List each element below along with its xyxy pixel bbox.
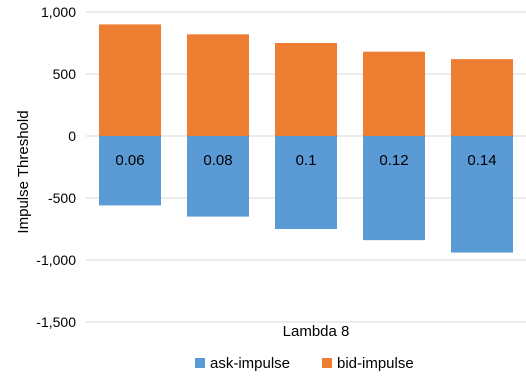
bar-bid-impulse-0.12 bbox=[363, 51, 425, 136]
y-tick-label: -1,000 bbox=[36, 252, 76, 268]
bar-bid-impulse-0.1 bbox=[275, 43, 337, 136]
bar-ask-impulse-0.14 bbox=[451, 136, 513, 253]
bar-ask-impulse-0.08 bbox=[187, 136, 249, 217]
y-tick-label: 500 bbox=[53, 66, 77, 82]
y-tick-label: -500 bbox=[48, 190, 76, 206]
bar-ask-impulse-0.06 bbox=[99, 136, 161, 206]
bar-ask-impulse-0.1 bbox=[275, 136, 337, 229]
bar-bid-impulse-0.06 bbox=[99, 24, 161, 136]
x-axis-title: Lambda 8 bbox=[283, 323, 350, 340]
bar-ask-impulse-0.12 bbox=[363, 136, 425, 241]
legend-label-bid-impulse: bid-impulse bbox=[337, 355, 414, 372]
category-label: 0.14 bbox=[467, 152, 496, 169]
bar-bid-impulse-0.08 bbox=[187, 34, 249, 136]
bars bbox=[99, 24, 513, 253]
bar-bid-impulse-0.14 bbox=[451, 59, 513, 137]
category-label: 0.12 bbox=[379, 152, 408, 169]
category-label: 0.1 bbox=[296, 152, 317, 169]
legend-label-ask-impulse: ask-impulse bbox=[210, 355, 290, 372]
y-tick-labels: 1,000 500 0 -500 -1,000 -1,500 bbox=[36, 4, 76, 330]
legend-swatch-bid-impulse bbox=[322, 358, 332, 368]
category-label: 0.08 bbox=[203, 152, 232, 169]
y-axis-title: Impulse Threshold bbox=[15, 110, 32, 233]
legend: ask-impulse bid-impulse bbox=[195, 355, 414, 372]
y-tick-label: 1,000 bbox=[41, 4, 76, 20]
category-labels: 0.06 0.08 0.1 0.12 0.14 bbox=[115, 152, 496, 169]
legend-swatch-ask-impulse bbox=[195, 358, 205, 368]
y-tick-label: -1,500 bbox=[36, 314, 76, 330]
category-label: 0.06 bbox=[115, 152, 144, 169]
y-tick-label: 0 bbox=[68, 128, 76, 144]
